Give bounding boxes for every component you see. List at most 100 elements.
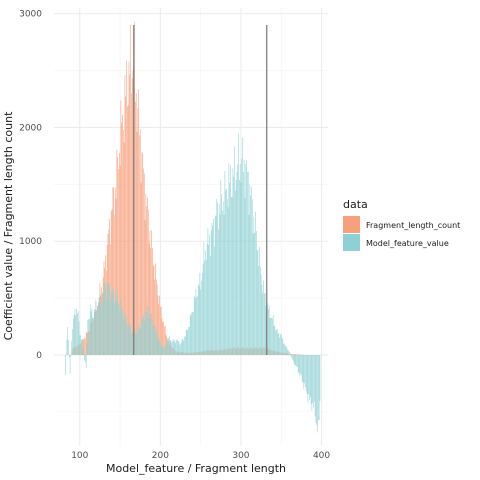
bar	[313, 354, 314, 408]
bar	[249, 184, 251, 355]
bar	[123, 320, 125, 355]
bar	[101, 296, 102, 355]
vlines-layer	[133, 25, 268, 355]
x-tick-label: 300	[232, 451, 249, 461]
y-tick-label: 2000	[19, 123, 42, 133]
bar	[118, 152, 120, 355]
bar	[160, 343, 161, 355]
bar	[111, 293, 113, 355]
bar	[218, 229, 219, 355]
bar	[179, 345, 181, 355]
bar	[139, 135, 140, 355]
bar	[120, 298, 122, 355]
bar	[72, 328, 73, 355]
bar	[141, 320, 143, 355]
bar	[128, 323, 130, 355]
bar	[95, 299, 97, 355]
bar	[157, 295, 159, 355]
bar	[135, 332, 137, 355]
bar	[277, 333, 279, 355]
bar	[293, 354, 294, 355]
bar	[259, 267, 261, 355]
bar	[189, 326, 190, 355]
bar	[203, 242, 205, 355]
bar	[149, 231, 151, 355]
bar	[168, 335, 170, 355]
bar	[278, 332, 280, 355]
bar	[276, 329, 278, 355]
bar	[161, 318, 163, 355]
bar	[201, 280, 202, 355]
bar	[157, 337, 159, 355]
bar	[163, 321, 164, 355]
bar	[215, 216, 217, 355]
bar	[287, 350, 289, 355]
bar	[310, 354, 312, 405]
x-axis-title: Model_feature / Fragment length	[106, 462, 286, 475]
bar	[194, 298, 196, 355]
legend-label-fragment-length-count: Fragment_length_count	[366, 221, 460, 230]
bar	[255, 231, 257, 355]
bar	[82, 338, 84, 355]
legend-title: data	[343, 198, 368, 211]
bar	[76, 308, 77, 355]
y-tick-label: 0	[36, 351, 42, 361]
bar	[105, 283, 106, 355]
bar	[125, 96, 127, 355]
bar	[122, 130, 124, 355]
bar	[301, 354, 302, 376]
bar	[155, 326, 156, 355]
bar	[293, 354, 295, 355]
bar	[312, 354, 314, 403]
bar	[227, 207, 229, 355]
bar	[132, 70, 134, 355]
bar	[113, 289, 114, 355]
bar	[193, 295, 195, 355]
bar	[251, 199, 253, 355]
bar	[222, 201, 224, 355]
bar	[188, 327, 189, 355]
bar	[147, 209, 149, 355]
bar	[73, 318, 74, 355]
bar	[136, 333, 138, 355]
bar	[214, 215, 216, 355]
bar	[204, 260, 206, 355]
bar	[290, 354, 292, 356]
bar	[284, 345, 286, 355]
bar	[186, 329, 188, 355]
bar	[301, 354, 303, 382]
bar	[303, 354, 305, 389]
bar	[151, 248, 153, 355]
bar	[121, 307, 123, 355]
bar	[198, 286, 200, 355]
bar	[160, 306, 162, 355]
bar	[164, 326, 165, 355]
x-tick-label: 400	[313, 451, 330, 461]
bar	[309, 354, 311, 397]
bar	[156, 331, 157, 355]
grid-layer	[54, 8, 328, 446]
bars-layer	[64, 22, 321, 433]
bar	[89, 318, 90, 355]
bar	[294, 354, 296, 355]
bar	[270, 317, 272, 355]
bar	[223, 214, 225, 355]
bar	[230, 165, 231, 355]
bar	[273, 325, 275, 355]
bar	[199, 272, 201, 355]
bar	[135, 101, 136, 355]
bar	[137, 108, 139, 355]
bar	[245, 164, 247, 355]
bar	[111, 209, 113, 355]
bar	[151, 313, 152, 355]
bar	[120, 100, 122, 355]
bar	[164, 344, 166, 355]
bar	[192, 312, 193, 355]
bar	[235, 190, 236, 355]
bar	[240, 182, 242, 355]
bar	[91, 308, 93, 355]
bar	[92, 318, 94, 355]
bar	[243, 159, 245, 355]
bar	[181, 339, 183, 355]
bar	[141, 152, 143, 355]
